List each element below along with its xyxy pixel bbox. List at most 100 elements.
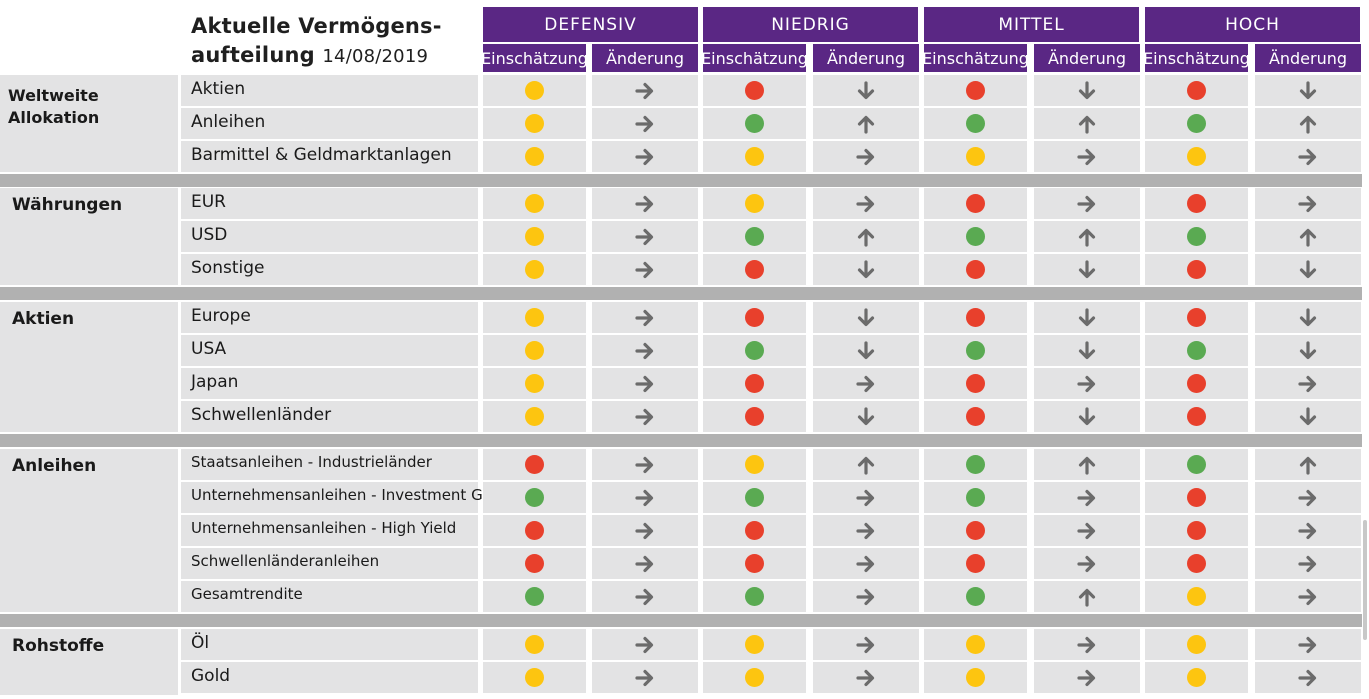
- arrow-down-icon: [855, 406, 877, 428]
- arrow-up-icon: [1297, 226, 1319, 248]
- rating-dot-yellow: [525, 227, 544, 246]
- subheader-change: Änderung: [1034, 44, 1140, 72]
- arrow-right-icon: [1076, 667, 1098, 689]
- arrow-right-icon: [1297, 634, 1319, 656]
- title-line-2: aufteilung 14/08/2019: [191, 41, 442, 71]
- arrow-right-icon: [1076, 146, 1098, 168]
- row-label-cell: [181, 662, 478, 693]
- rating-dot-yellow: [966, 635, 985, 654]
- rating-dot-red: [1187, 407, 1206, 426]
- arrow-right-icon: [634, 454, 656, 476]
- rating-dot-yellow: [966, 668, 985, 687]
- row-label: Anleihen: [191, 112, 266, 132]
- arrow-right-icon: [1297, 373, 1319, 395]
- arrow-right-icon: [855, 146, 877, 168]
- arrow-down-icon: [855, 340, 877, 362]
- row-label-cell: [181, 368, 478, 399]
- arrow-right-icon: [1297, 586, 1319, 608]
- subheader-assessment: Einschätzung: [481, 44, 588, 72]
- arrow-right-icon: [634, 373, 656, 395]
- arrow-right-icon: [1297, 487, 1319, 509]
- arrow-right-icon: [634, 226, 656, 248]
- row-label-cell: [181, 141, 478, 172]
- arrow-right-icon: [1076, 634, 1098, 656]
- group-label: Aktien: [12, 309, 75, 329]
- arrow-down-icon: [855, 307, 877, 329]
- arrow-up-icon: [855, 113, 877, 135]
- arrow-right-icon: [1076, 553, 1098, 575]
- row-label: Schwellenländer: [191, 405, 332, 425]
- arrow-right-icon: [634, 406, 656, 428]
- arrow-right-icon: [634, 80, 656, 102]
- arrow-down-icon: [1297, 259, 1319, 281]
- scrollbar[interactable]: [1363, 520, 1367, 640]
- group-label-cell: [0, 302, 178, 432]
- arrow-down-icon: [855, 80, 877, 102]
- profile-header-mittel: MITTEL: [924, 7, 1139, 42]
- profile-header-defensiv: DEFENSIV: [483, 7, 698, 42]
- row-label: Unternehmensanleihen - Investment Grade: [191, 486, 517, 504]
- rating-dot-green: [745, 341, 764, 360]
- arrow-down-icon: [1076, 259, 1098, 281]
- row-label: Staatsanleihen - Industrieländer: [191, 453, 432, 471]
- arrow-up-icon: [1076, 226, 1098, 248]
- rating-dot-red: [745, 308, 764, 327]
- row-label-cell: [181, 302, 478, 333]
- arrow-down-icon: [1297, 340, 1319, 362]
- rating-dot-yellow: [745, 455, 764, 474]
- row-label: Japan: [191, 372, 239, 392]
- title-line-2-text: aufteilung: [191, 43, 315, 67]
- rating-dot-red: [745, 407, 764, 426]
- arrow-right-icon: [634, 487, 656, 509]
- arrow-down-icon: [1076, 307, 1098, 329]
- row-label: Europe: [191, 306, 251, 326]
- row-label-cell: [181, 629, 478, 660]
- arrow-right-icon: [1297, 667, 1319, 689]
- group-separator: [0, 614, 1362, 627]
- row-label: Aktien: [191, 79, 246, 99]
- arrow-right-icon: [1076, 487, 1098, 509]
- profile-header-niedrig: NIEDRIG: [703, 7, 918, 42]
- rating-dot-red: [966, 260, 985, 279]
- subheader-change: Änderung: [813, 44, 919, 72]
- row-label-cell: [181, 548, 478, 579]
- rating-dot-green: [745, 587, 764, 606]
- rating-dot-red: [1187, 260, 1206, 279]
- group-label: Rohstoffe: [12, 636, 105, 656]
- group-label: Anleihen: [12, 456, 97, 476]
- row-label-cell: [181, 515, 478, 546]
- arrow-up-icon: [855, 226, 877, 248]
- arrow-right-icon: [634, 634, 656, 656]
- arrow-right-icon: [1297, 520, 1319, 542]
- rating-dot-yellow: [1187, 635, 1206, 654]
- row-label-cell: [181, 221, 478, 252]
- rating-dot-red: [745, 260, 764, 279]
- row-label: EUR: [191, 192, 226, 212]
- arrow-right-icon: [1297, 193, 1319, 215]
- arrow-down-icon: [1297, 80, 1319, 102]
- rating-dot-red: [745, 374, 764, 393]
- group-label: Weltweite Allokation: [8, 86, 100, 127]
- group-separator: [0, 434, 1362, 447]
- arrow-down-icon: [1297, 406, 1319, 428]
- rating-dot-green: [966, 587, 985, 606]
- row-label: USA: [191, 339, 227, 359]
- rating-dot-red: [745, 521, 764, 540]
- rating-dot-yellow: [1187, 587, 1206, 606]
- arrow-right-icon: [855, 373, 877, 395]
- row-label-cell: [181, 254, 478, 285]
- rating-dot-red: [525, 521, 544, 540]
- arrow-right-icon: [855, 487, 877, 509]
- arrow-right-icon: [855, 520, 877, 542]
- arrow-up-icon: [1297, 454, 1319, 476]
- row-label-cell: [181, 108, 478, 139]
- row-label-cell: [181, 75, 478, 106]
- arrow-right-icon: [855, 553, 877, 575]
- rating-dot-yellow: [525, 147, 544, 166]
- arrow-right-icon: [855, 586, 877, 608]
- arrow-right-icon: [1076, 520, 1098, 542]
- arrow-up-icon: [1076, 454, 1098, 476]
- row-label: Unternehmensanleihen - High Yield: [191, 519, 457, 537]
- rating-dot-green: [525, 587, 544, 606]
- subheader-change: Änderung: [592, 44, 698, 72]
